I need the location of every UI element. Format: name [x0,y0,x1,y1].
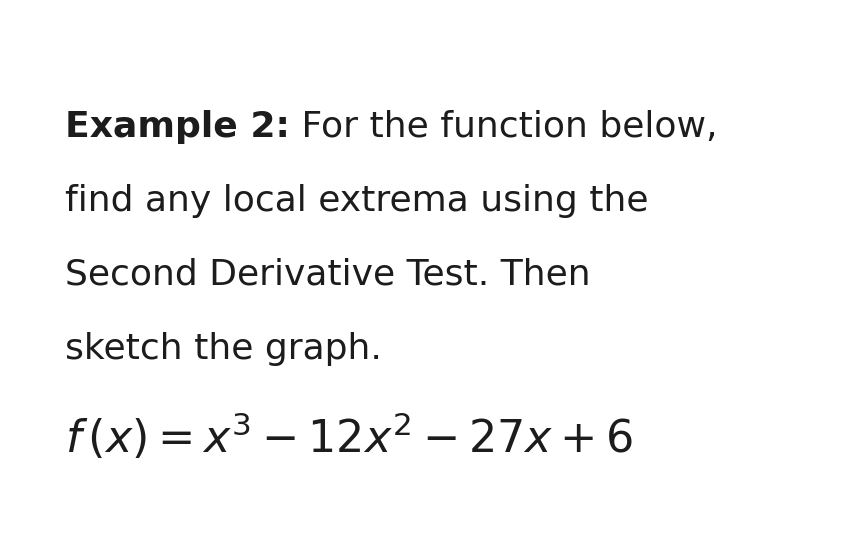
Text: Second Derivative Test. Then: Second Derivative Test. Then [65,258,591,292]
Text: $f\,(x) = x^3 - 12x^2 - 27x + 6$: $f\,(x) = x^3 - 12x^2 - 27x + 6$ [65,411,634,461]
Text: Example 2:: Example 2: [65,110,290,144]
Text: find any local extrema using the: find any local extrema using the [65,184,648,218]
Text: For the function below,: For the function below, [290,110,718,144]
Text: sketch the graph.: sketch the graph. [65,332,382,366]
